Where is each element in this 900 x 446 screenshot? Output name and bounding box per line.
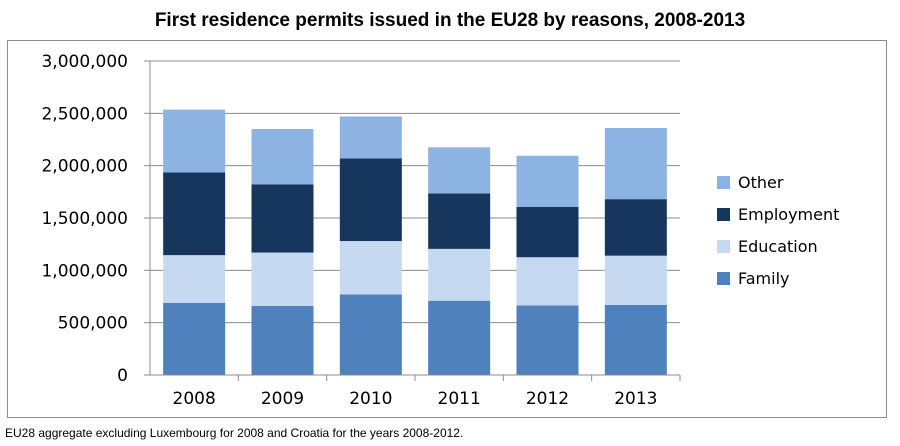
y-tick-label: 2,500,000 <box>41 104 128 124</box>
legend-swatch-family <box>717 272 730 285</box>
bar-segment-education-2011 <box>428 248 491 301</box>
bars <box>163 109 667 375</box>
bar-segment-education-2008 <box>163 255 226 303</box>
bar-segment-education-2009 <box>251 252 314 306</box>
bar-segment-employment-2010 <box>339 158 402 242</box>
bar-segment-other-2008 <box>163 109 226 173</box>
y-tick-label: 1,000,000 <box>41 261 128 281</box>
bar-segment-employment-2013 <box>604 199 667 256</box>
bar-segment-family-2013 <box>604 304 667 375</box>
legend-swatch-other <box>717 176 730 189</box>
legend-label-other: Other <box>738 173 784 192</box>
y-tick-label: 0 <box>117 366 128 386</box>
bar-segment-family-2012 <box>516 305 579 375</box>
bar-segment-education-2012 <box>516 257 579 306</box>
bar-segment-family-2011 <box>428 300 491 375</box>
bar-segment-other-2012 <box>516 155 579 208</box>
bar-segment-employment-2012 <box>516 207 579 258</box>
bar-segment-employment-2009 <box>251 184 314 253</box>
bar-segment-family-2008 <box>163 302 226 375</box>
y-tick-label: 2,000,000 <box>41 157 128 177</box>
x-tick-label: 2009 <box>261 389 304 409</box>
legend: Other Employment Education Family <box>717 173 839 288</box>
legend-label-employment: Employment <box>738 205 839 224</box>
legend-swatch-employment <box>717 208 730 221</box>
bar-segment-employment-2008 <box>163 172 226 256</box>
x-tick-label: 2008 <box>173 389 216 409</box>
y-tick-label: 1,500,000 <box>41 209 128 229</box>
gridlines <box>150 60 680 324</box>
bar-segment-other-2009 <box>251 129 314 185</box>
bar-segment-education-2013 <box>604 255 667 305</box>
chart-frame <box>7 40 887 418</box>
legend-swatch-education <box>717 240 730 253</box>
bar-segment-other-2013 <box>604 127 667 200</box>
axes: 0 500,000 1,000,000 1,500,000 2,000,000 2,500… <box>41 52 681 409</box>
x-tick-label: 2010 <box>349 389 392 409</box>
bar-segment-other-2011 <box>428 147 491 194</box>
bar-segment-family-2009 <box>251 305 314 375</box>
x-tick-label: 2013 <box>614 389 657 409</box>
y-tick-label: 3,000,000 <box>41 52 128 72</box>
legend-label-family: Family <box>738 269 789 288</box>
x-tick-label: 2011 <box>438 389 481 409</box>
bar-segment-family-2010 <box>339 294 402 375</box>
y-tick-label: 500,000 <box>58 314 128 334</box>
bar-segment-education-2010 <box>339 241 402 295</box>
footnote: EU28 aggregate excluding Luxembourg for … <box>5 426 464 440</box>
x-tick-label: 2012 <box>526 389 569 409</box>
chart-title: First residence permits issued in the EU… <box>154 10 746 31</box>
legend-label-education: Education <box>738 237 818 256</box>
bar-segment-employment-2011 <box>428 193 491 249</box>
bar-segment-other-2010 <box>339 116 402 159</box>
